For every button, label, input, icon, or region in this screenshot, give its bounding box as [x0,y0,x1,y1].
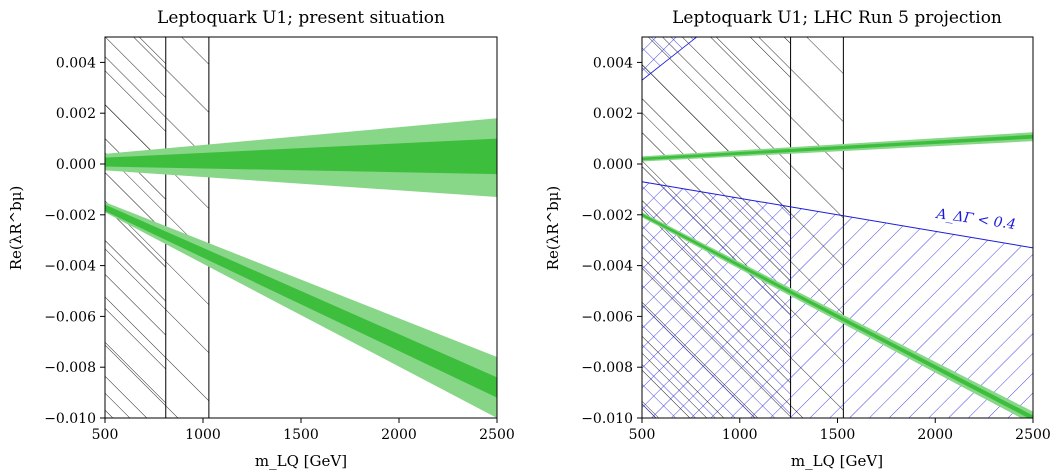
chart-title: Leptoquark U1; LHC Run 5 projection [672,8,1002,28]
adg-annotation: A_ΔΓ < 0.4 [933,206,1016,233]
adg-hatch-ne [642,181,791,418]
y-tick-label: −0.008 [44,360,96,376]
x-tick-label: 1500 [820,427,856,443]
band-upper-1sigma [105,138,497,175]
x-tick-label: 1000 [722,427,758,443]
adg-excluded-region [642,37,1033,418]
plot-area [642,37,1033,418]
band-lower-1sigma [105,204,497,398]
y-tick-label: 0.004 [593,55,633,71]
coupling-bands [642,132,1033,418]
y-tick-label: 0.000 [593,157,633,173]
adg-boundary-line [642,181,1033,249]
y-tick-label: −0.010 [44,411,96,427]
chart-title: Leptoquark U1; present situation [157,8,445,28]
panel-lhc-run5-projection: 500 1000 1500 2000 2500 0.004 0.002 0.000 −0.00… [544,8,1051,470]
y-tick-label: 0.002 [56,106,96,122]
x-axis-label: m_LQ [GeV] [791,452,883,470]
x-tick-label: 2000 [917,427,953,443]
y-tick-label: −0.006 [581,309,633,325]
y-tick-label: 0.002 [593,106,633,122]
y-tick-label: 0.000 [56,157,96,173]
x-tick-label: 500 [92,427,119,443]
x-tick-label: 2500 [479,427,515,443]
coupling-bands [105,118,497,418]
x-ticks: 500 1000 1500 2000 2500 [92,418,515,443]
x-tick-label: 2000 [381,427,417,443]
y-tick-label: −0.010 [581,411,633,427]
band-upper-1sigma [642,134,1033,161]
y-tick-label: 0.004 [56,55,96,71]
adg-top-corner-cross [642,37,697,81]
y-ticks: 0.004 0.002 0.000 −0.002 −0.004 −0.006 −0.008 −… [44,55,105,427]
y-axis-label: Re(λR^bμ) [544,186,562,271]
plot-area [105,37,497,418]
x-tick-label: 500 [629,427,656,443]
x-tick-label: 1000 [185,427,221,443]
y-ticks: 0.004 0.002 0.000 −0.002 −0.004 −0.006 −0.008 −… [581,55,642,427]
y-tick-label: −0.004 [44,259,96,275]
y-tick-label: −0.002 [44,208,96,224]
band-lower-1sigma [642,213,1033,418]
y-tick-label: −0.004 [581,259,633,275]
x-tick-label: 1500 [283,427,319,443]
y-tick-label: −0.008 [581,360,633,376]
x-tick-label: 2500 [1015,427,1051,443]
y-tick-label: −0.002 [581,208,633,224]
panel-present-situation: 500 1000 1500 2000 2500 0.004 0.002 0.000 −0.00… [7,8,515,470]
y-tick-label: −0.006 [44,309,96,325]
x-axis-label: m_LQ [GeV] [255,452,347,470]
x-ticks: 500 1000 1500 2000 2500 [629,418,1051,443]
y-axis-label: Re(λR^bμ) [7,186,25,271]
